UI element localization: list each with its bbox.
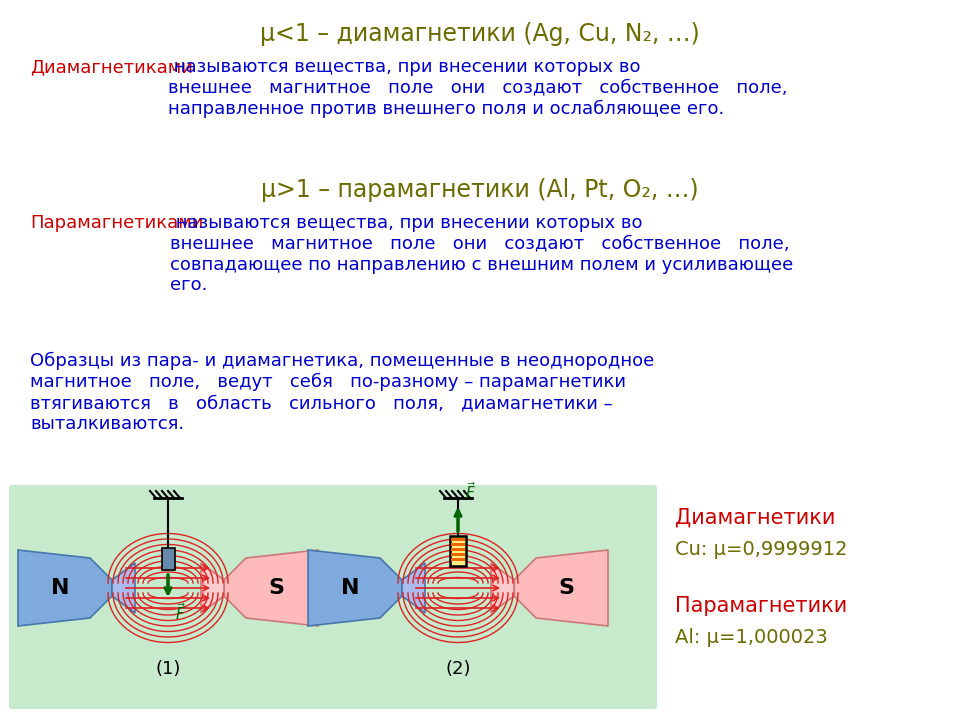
Polygon shape xyxy=(514,550,608,626)
Text: Диамагнетиками: Диамагнетиками xyxy=(30,58,193,76)
Text: S: S xyxy=(268,578,284,598)
Text: N: N xyxy=(341,578,359,598)
Text: Парамагнетиками: Парамагнетиками xyxy=(30,214,204,232)
Text: Al: μ=1,000023: Al: μ=1,000023 xyxy=(675,628,828,647)
Polygon shape xyxy=(402,563,425,613)
Text: $\vec{F}$: $\vec{F}$ xyxy=(175,602,186,623)
Text: S: S xyxy=(558,578,574,598)
Text: Диамагнетики: Диамагнетики xyxy=(675,508,835,528)
Bar xyxy=(451,558,465,561)
Text: Образцы из пара- и диамагнетика, помещенные в неоднородное
магнитное   поле,   в: Образцы из пара- и диамагнетика, помещен… xyxy=(30,352,655,433)
Bar xyxy=(450,536,466,566)
Polygon shape xyxy=(491,563,514,613)
Text: N: N xyxy=(51,578,69,598)
Text: μ>1 – парамагнетики (Al, Pt, O₂, …): μ>1 – парамагнетики (Al, Pt, O₂, …) xyxy=(261,178,699,202)
Polygon shape xyxy=(18,550,112,626)
Text: называются вещества, при внесении которых во
внешнее   магнитное   поле   они   : называются вещества, при внесении которы… xyxy=(168,58,787,118)
Polygon shape xyxy=(308,550,402,626)
Text: μ<1 – диамагнетики (Ag, Cu, N₂, …): μ<1 – диамагнетики (Ag, Cu, N₂, …) xyxy=(260,22,700,46)
Text: $\vec{F}$: $\vec{F}$ xyxy=(465,481,476,502)
Text: (2): (2) xyxy=(445,660,470,678)
Polygon shape xyxy=(224,550,318,626)
Polygon shape xyxy=(201,563,224,613)
Bar xyxy=(451,553,465,556)
Bar xyxy=(451,538,465,541)
Bar xyxy=(451,543,465,546)
FancyBboxPatch shape xyxy=(9,485,657,709)
Polygon shape xyxy=(112,563,135,613)
Text: (1): (1) xyxy=(156,660,180,678)
Text: Cu: μ=0,9999912: Cu: μ=0,9999912 xyxy=(675,540,848,559)
Text: называются вещества, при внесении которых во
внешнее   магнитное   поле   они   : называются вещества, при внесении которы… xyxy=(170,214,793,294)
Bar xyxy=(162,548,175,570)
Text: Парамагнетики: Парамагнетики xyxy=(675,596,848,616)
Bar xyxy=(451,548,465,551)
